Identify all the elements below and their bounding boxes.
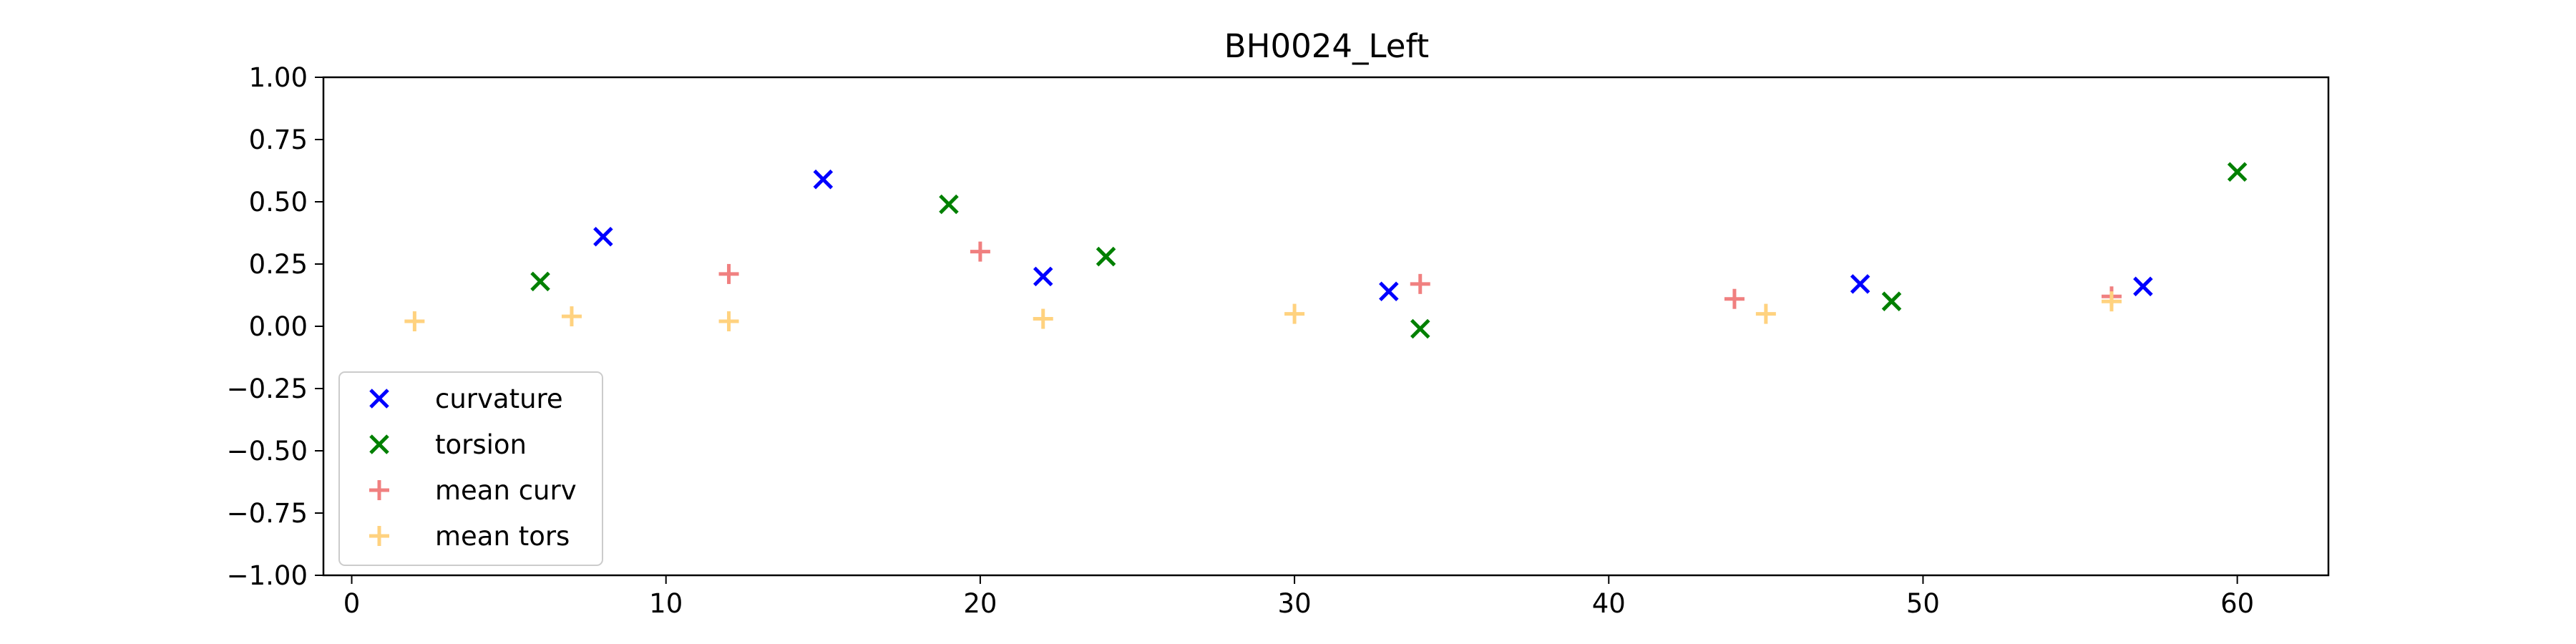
plot-area-frame (322, 76, 2330, 577)
x-tick-label: 40 (1592, 588, 1626, 619)
marker-stroke (939, 194, 959, 215)
marker-stroke (369, 434, 389, 454)
legend-marker (369, 480, 389, 500)
y-tick-label: 0.50 (249, 187, 308, 218)
legend: curvature torsion mean curv mean tors (338, 371, 603, 566)
legend-marker (369, 434, 389, 454)
legend-label: mean curv (435, 475, 577, 506)
data-point (1410, 318, 1430, 339)
marker-stroke (1033, 266, 1053, 287)
marker-stroke (813, 169, 834, 190)
x-axis: 0 10 20 30 40 50 60 (343, 575, 2254, 619)
y-tick-label: −1.00 (227, 560, 308, 591)
y-tick-label: 0.75 (249, 125, 308, 155)
data-point (1379, 281, 1399, 302)
data-point (1850, 274, 1870, 294)
marker-stroke (1096, 246, 1116, 267)
marker-stroke (369, 389, 389, 409)
marker-stroke (530, 271, 550, 292)
marker-stroke (2133, 276, 2153, 297)
x-tick-label: 0 (343, 588, 361, 619)
data-point (718, 311, 739, 332)
data-point (1881, 291, 1902, 311)
data-point (2133, 276, 2153, 297)
legend-label: torsion (435, 429, 527, 460)
marker-stroke (1850, 274, 1870, 294)
marker-stroke (1410, 318, 1430, 339)
x-tick-label: 50 (1906, 588, 1940, 619)
chart-title: BH0024_Left (1224, 27, 1429, 65)
data-point (939, 194, 959, 215)
data-point (718, 263, 739, 284)
y-tick-label: −0.25 (227, 374, 308, 404)
data-markers (404, 162, 2248, 339)
data-point (404, 311, 425, 332)
y-tick-label: 1.00 (249, 62, 308, 93)
data-point (1033, 266, 1053, 287)
data-point (561, 306, 582, 327)
data-point (1410, 273, 1430, 294)
x-tick-label: 20 (963, 588, 997, 619)
legend-marker (369, 389, 389, 409)
y-tick-label: 0.00 (249, 311, 308, 342)
legend-label: mean tors (435, 521, 570, 552)
marker-stroke (2227, 162, 2248, 182)
x-tick-label: 60 (2220, 588, 2254, 619)
data-point (1755, 303, 1776, 324)
marker-stroke (1881, 291, 1902, 311)
y-tick-label: −0.50 (227, 436, 308, 467)
data-point (1033, 308, 1053, 329)
data-point (2101, 291, 2122, 312)
x-tick-label: 10 (649, 588, 683, 619)
x-tick-label: 30 (1278, 588, 1312, 619)
data-point (1724, 288, 1745, 309)
data-point (1096, 246, 1116, 267)
data-point (1284, 303, 1305, 324)
data-point (2227, 162, 2248, 182)
data-point (813, 169, 834, 190)
data-point (970, 241, 990, 262)
legend-box (338, 371, 603, 566)
legend-marker (369, 526, 389, 546)
data-point (593, 226, 613, 247)
data-point (530, 271, 550, 292)
y-tick-label: −0.75 (227, 498, 308, 529)
y-axis: 1.00 0.75 0.50 0.25 0.00 −0.25 −0.50 −0.75 −1.00 (227, 62, 323, 591)
marker-stroke (1379, 281, 1399, 302)
marker-stroke (593, 226, 613, 247)
legend-label: curvature (435, 384, 563, 414)
y-tick-label: 0.25 (249, 249, 308, 280)
